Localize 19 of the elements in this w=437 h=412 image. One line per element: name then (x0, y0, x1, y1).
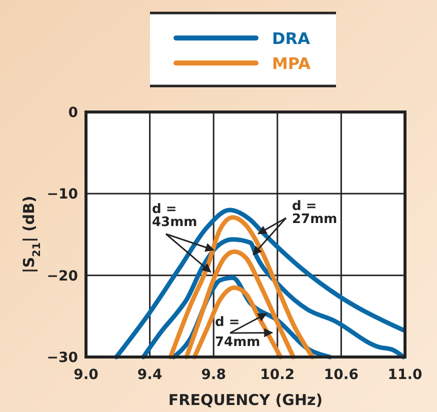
annotation: d = 43mm (152, 202, 198, 230)
legend-label: DRA (272, 29, 311, 48)
x-tick-label: 10.6 (324, 367, 358, 383)
line-series (184, 249, 296, 360)
y-tick-label: 0 (68, 105, 78, 121)
x-tick-label: 9.4 (137, 367, 162, 383)
y-tick-label: −20 (46, 268, 78, 284)
x-tick-label: 10.2 (260, 367, 295, 383)
x-tick-label: 9.8 (201, 367, 226, 383)
line-series (192, 285, 283, 360)
x-tick-label: 9.0 (74, 367, 99, 383)
annotation: d = 27mm (292, 199, 338, 227)
y-tick-label: −30 (46, 350, 78, 366)
x-axis-title: FREQUENCY (GHz) (168, 391, 323, 409)
x-tick-label: 11.0 (388, 367, 423, 383)
legend-label: MPA (272, 54, 312, 73)
line-series (141, 237, 406, 360)
annotation: d = 74mm (215, 315, 260, 350)
y-tick-label: −10 (46, 186, 78, 203)
